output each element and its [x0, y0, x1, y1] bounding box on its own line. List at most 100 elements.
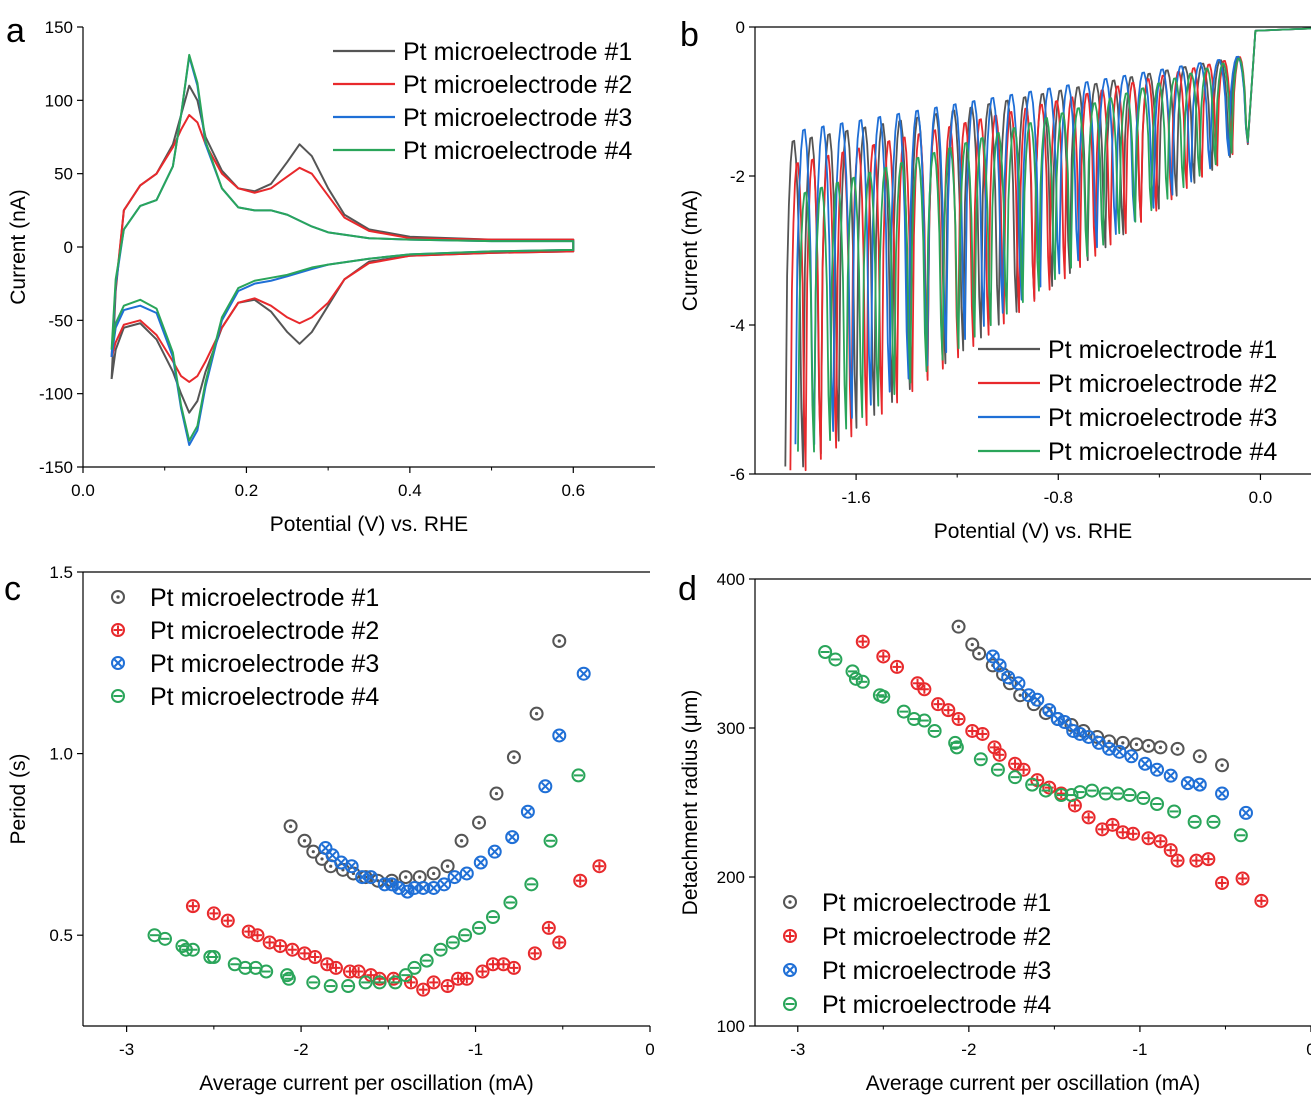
marker-ring — [889, 659, 904, 674]
marker-dot — [494, 791, 499, 796]
marker-ring — [1066, 723, 1081, 738]
y-tick-label: 200 — [717, 868, 745, 887]
marker-ring — [972, 646, 987, 661]
marker-ring — [426, 975, 441, 990]
marker-d2 — [1033, 695, 1042, 704]
y-tick-label: 50 — [54, 165, 73, 184]
marker-dot — [1198, 754, 1202, 758]
marker-d2 — [1094, 738, 1104, 748]
x-axis-label: Potential (V) vs. RHE — [270, 513, 468, 536]
data-point — [529, 706, 544, 721]
x-tick-label: 0 — [645, 1040, 654, 1059]
data-point — [506, 960, 521, 975]
data-point — [440, 979, 455, 994]
marker-ring — [1057, 715, 1072, 730]
data-point — [1238, 805, 1253, 820]
marker-d2 — [1241, 808, 1251, 818]
data-point — [1081, 729, 1096, 744]
legend-marker-d2 — [113, 658, 123, 668]
data-point — [1042, 780, 1057, 795]
data-point — [419, 953, 434, 968]
data-point — [1129, 737, 1144, 752]
data-point — [1153, 834, 1168, 849]
marker-ring — [1038, 783, 1053, 798]
panel-b: b -1.6 -0.8 0.0 -6 -4 -2 0 Potential (V) vs. RH… — [679, 16, 1311, 543]
marker-ring — [949, 740, 964, 755]
data-point — [440, 859, 455, 874]
y-tick-label: -4 — [730, 316, 745, 335]
legend-marker-dot — [116, 595, 120, 599]
data-point — [552, 728, 567, 743]
data-point — [1163, 843, 1178, 858]
marker-d2 — [429, 883, 438, 893]
marker-ring — [973, 752, 988, 767]
data-point — [1136, 791, 1151, 806]
marker-ring — [1192, 777, 1207, 792]
legend-marker-2 — [783, 929, 797, 943]
marker-d2 — [1183, 778, 1193, 788]
marker-ring — [907, 712, 922, 727]
marker-ring — [1238, 805, 1253, 820]
marker-ring — [1201, 852, 1216, 867]
data-point — [543, 833, 558, 848]
data-point — [283, 819, 298, 834]
data-point — [855, 634, 870, 649]
data-point — [306, 844, 321, 859]
marker-d2 — [579, 669, 588, 678]
marker-ring — [552, 728, 567, 743]
marker-dot — [1134, 742, 1139, 746]
marker-dot — [1018, 693, 1022, 697]
marker-d2 — [347, 861, 356, 871]
marker-ring — [318, 841, 333, 856]
marker-ring — [573, 873, 588, 888]
data-point — [818, 645, 833, 660]
y-tick-label: 1.5 — [49, 563, 73, 582]
data-point — [157, 931, 172, 946]
marker-ring — [1081, 810, 1096, 825]
marker-dot — [329, 864, 333, 868]
data-point — [828, 652, 843, 667]
marker-ring — [1122, 788, 1137, 803]
legend-label-1: Pt microelectrode #1 — [1048, 336, 1277, 364]
marker-ring — [459, 866, 474, 881]
data-point — [1187, 814, 1202, 829]
marker-ring — [543, 833, 558, 848]
y-axis-label: Period (s) — [7, 753, 30, 844]
marker-ring — [1105, 817, 1120, 832]
marker-ring — [473, 855, 488, 870]
data-point — [992, 658, 1007, 673]
marker-ring — [370, 873, 385, 888]
marker-ring — [505, 830, 520, 845]
marker-d2 — [476, 858, 485, 867]
data-point — [524, 877, 539, 892]
marker-dot — [1158, 745, 1163, 749]
marker-dot — [557, 639, 561, 643]
marker-ring — [426, 866, 441, 881]
y-tick-label: 300 — [717, 719, 745, 738]
data-point — [185, 899, 200, 914]
cv-curve-1 — [110, 84, 575, 414]
marker-ring — [855, 634, 870, 649]
marker-d2 — [1024, 691, 1033, 700]
marker-ring — [552, 935, 567, 950]
marker-ring — [1042, 780, 1057, 795]
marker-ring — [1150, 762, 1165, 777]
marker-d2 — [418, 883, 428, 893]
marker-d2 — [1152, 765, 1162, 774]
marker-d2 — [1127, 752, 1136, 761]
data-point — [889, 659, 904, 674]
marker-dot — [432, 871, 436, 876]
marker-ring — [416, 982, 431, 997]
marker-dot — [535, 712, 539, 716]
legend-label-3: Pt microelectrode #3 — [822, 957, 1051, 985]
x-tick-label: 0.2 — [235, 481, 259, 500]
x-tick-label: -1 — [1132, 1040, 1147, 1059]
legend-marker-3 — [111, 656, 125, 670]
marker-ring — [384, 873, 399, 888]
marker-ring — [1215, 875, 1230, 890]
marker-ring — [475, 964, 490, 979]
data-point — [1016, 762, 1031, 777]
marker-ring — [325, 848, 340, 863]
data-point — [433, 942, 448, 957]
data-point — [259, 964, 274, 979]
